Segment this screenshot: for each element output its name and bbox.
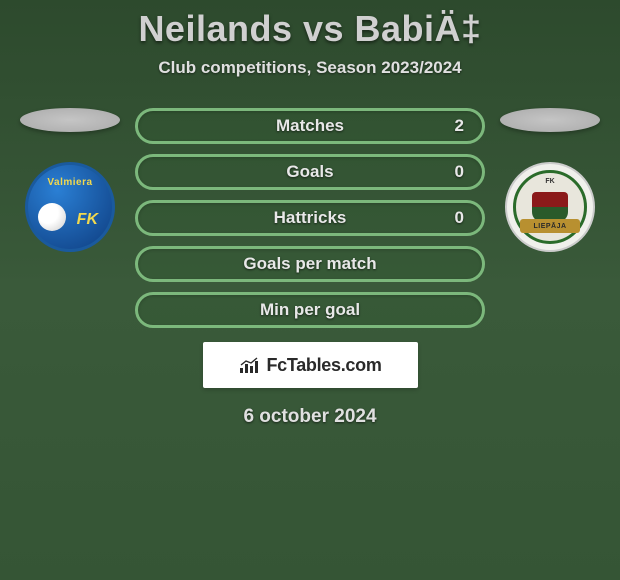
brand-box[interactable]: FcTables.com (203, 342, 418, 388)
player-silhouette-right (500, 108, 600, 132)
stat-row-goals: Goals 0 (135, 154, 485, 190)
stat-label: Hattricks (156, 208, 464, 228)
stat-label: Matches (156, 116, 464, 136)
team-logo-right: FK LIEPĀJA (505, 162, 595, 252)
stat-label: Goals (156, 162, 464, 182)
stat-right-value: 0 (455, 208, 464, 228)
stat-label: Min per goal (156, 300, 464, 320)
player-silhouette-left (20, 108, 120, 132)
stat-row-matches: Matches 2 (135, 108, 485, 144)
root: Neilands vs BabiÄ‡ Club competitions, Se… (0, 0, 620, 428)
stat-right-value: 0 (455, 162, 464, 182)
shield-icon (532, 192, 568, 222)
stat-right-value: 2 (455, 116, 464, 136)
right-column: FK LIEPĀJA (490, 108, 610, 252)
page-title: Neilands vs BabiÄ‡ (138, 8, 481, 50)
team-logo-left-name: Valmiera (47, 177, 92, 188)
main-row: Valmiera FK Matches 2 Goals 0 Hattricks … (0, 108, 620, 328)
team-logo-right-inner: FK LIEPĀJA (513, 170, 587, 244)
team-logo-right-name: LIEPĀJA (520, 219, 580, 233)
stat-row-min-per-goal: Min per goal (135, 292, 485, 328)
team-logo-left: Valmiera FK (25, 162, 115, 252)
left-column: Valmiera FK (10, 108, 130, 252)
team-logo-right-fk: FK (545, 178, 554, 185)
page-subtitle: Club competitions, Season 2023/2024 (158, 58, 461, 78)
brand-text: FcTables.com (266, 355, 381, 376)
stat-label: Goals per match (156, 254, 464, 274)
team-logo-left-fk: FK (77, 211, 98, 229)
stats-column: Matches 2 Goals 0 Hattricks 0 Goals per … (130, 108, 490, 328)
soccer-ball-icon (38, 203, 66, 231)
chart-icon (238, 356, 260, 374)
stat-row-hattricks: Hattricks 0 (135, 200, 485, 236)
stat-row-goals-per-match: Goals per match (135, 246, 485, 282)
date-label: 6 october 2024 (243, 406, 376, 428)
